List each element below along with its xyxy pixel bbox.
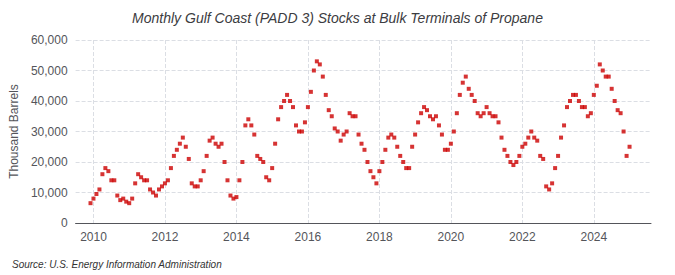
svg-text:50,000: 50,000	[31, 64, 68, 78]
svg-text:0: 0	[61, 216, 68, 230]
svg-text:2018: 2018	[366, 230, 393, 244]
svg-text:Thousand Barrels: Thousand Barrels	[7, 84, 21, 179]
svg-text:2022: 2022	[509, 230, 536, 244]
svg-text:2014: 2014	[223, 230, 250, 244]
svg-text:2020: 2020	[438, 230, 465, 244]
svg-text:2012: 2012	[152, 230, 179, 244]
svg-text:20,000: 20,000	[31, 155, 68, 169]
svg-text:2016: 2016	[295, 230, 322, 244]
svg-text:Source: U.S. Energy Informatio: Source: U.S. Energy Information Administ…	[12, 259, 222, 270]
svg-text:30,000: 30,000	[31, 125, 68, 139]
svg-text:2024: 2024	[580, 230, 607, 244]
svg-text:2010: 2010	[80, 230, 107, 244]
svg-text:10,000: 10,000	[31, 186, 68, 200]
svg-text:Monthly Gulf Coast (PADD 3) St: Monthly Gulf Coast (PADD 3) Stocks at Bu…	[132, 10, 543, 26]
svg-text:40,000: 40,000	[31, 94, 68, 108]
svg-text:60,000: 60,000	[31, 33, 68, 47]
